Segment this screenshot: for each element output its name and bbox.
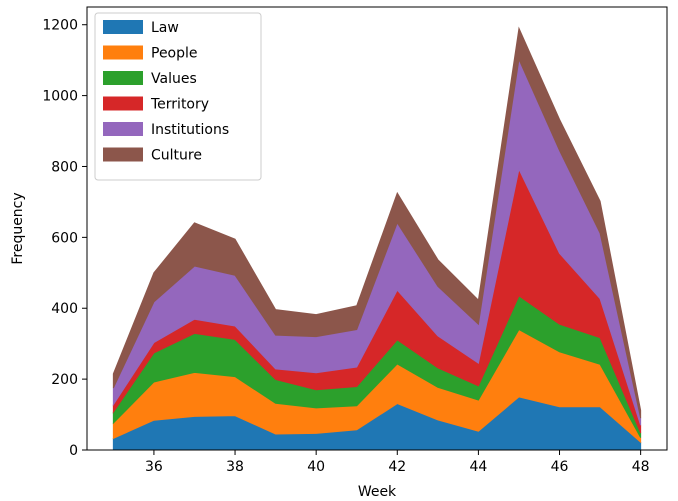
legend-swatch-values	[103, 71, 143, 85]
y-tick-label: 600	[51, 230, 78, 246]
axes-frame	[86, 6, 668, 451]
x-tick-label: 40	[307, 459, 325, 475]
x-axis-label: Week	[358, 484, 397, 500]
legend-label-values: Values	[151, 71, 197, 87]
y-axis-ticks: 0 200 400 600 800 1000 1200	[42, 18, 87, 459]
x-tick-label: 42	[388, 459, 406, 475]
y-axis-label: Frequency	[10, 192, 26, 264]
x-axis-ticks: 36 38 40 42 44 46 48	[145, 450, 650, 475]
legend-swatch-territory	[103, 96, 143, 111]
y-tick-label: 1200	[42, 18, 78, 34]
y-tick-label: 1000	[42, 89, 78, 105]
x-tick-label: 38	[226, 459, 244, 475]
y-tick-label: 200	[51, 372, 78, 388]
x-tick-label: 46	[551, 459, 569, 475]
y-tick-label: 0	[69, 443, 78, 459]
x-tick-label: 48	[632, 459, 650, 475]
x-tick-label: 44	[469, 459, 487, 475]
legend-swatch-culture	[103, 147, 143, 162]
legend-label-culture: Culture	[151, 148, 202, 164]
legend: Law People Values Territory Institutions Cult…	[94, 12, 262, 181]
legend-swatch-institutions	[103, 122, 143, 136]
legend-label-law: Law	[151, 20, 179, 36]
area-culture	[112, 26, 642, 419]
legend-label-territory: Territory	[150, 97, 209, 113]
legend-label-people: People	[151, 46, 198, 62]
plot-border	[86, 6, 668, 451]
y-tick-label: 400	[51, 301, 78, 317]
legend-swatch-law	[103, 20, 143, 34]
stacked-areas	[112, 26, 642, 451]
legend-swatch-people	[103, 45, 143, 60]
legend-label-institutions: Institutions	[151, 122, 229, 138]
x-tick-label: 36	[145, 459, 163, 475]
y-tick-label: 800	[51, 159, 78, 175]
